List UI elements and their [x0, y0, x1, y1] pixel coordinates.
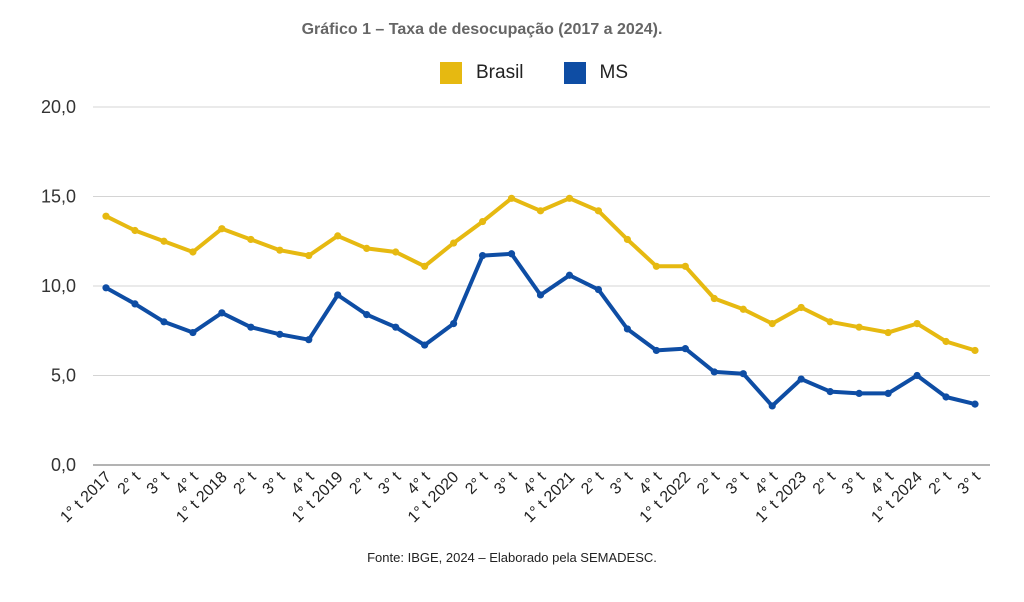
data-point-ms	[478, 251, 487, 260]
data-point-brasil	[855, 323, 863, 331]
data-point-brasil	[681, 262, 689, 270]
data-point-brasil	[565, 194, 574, 202]
x-tick-label: 3° t	[955, 468, 985, 498]
data-point-brasil	[507, 194, 516, 202]
data-point-ms	[276, 330, 284, 338]
data-point-brasil	[305, 251, 313, 260]
series-line-ms	[104, 251, 977, 408]
data-point-brasil	[363, 244, 371, 253]
data-point-ms	[623, 325, 632, 333]
x-tick-label: 3° t	[839, 468, 869, 498]
legend-swatch-ms	[563, 62, 586, 84]
data-point-ms	[305, 336, 313, 344]
data-point-ms	[681, 345, 689, 353]
x-tick-label: 2° t	[810, 468, 840, 498]
data-point-ms	[797, 375, 805, 383]
legend-item-brasil: Brasil	[440, 62, 524, 84]
data-point-ms	[160, 318, 168, 326]
data-point-brasil	[623, 235, 632, 244]
legend-item-ms: MS	[563, 62, 629, 84]
data-point-ms	[739, 370, 747, 378]
x-tick-label: 2° t	[926, 468, 956, 498]
data-point-ms	[652, 346, 660, 355]
source-note: Fonte: IBGE, 2024 – Elaborado pela SEMAD…	[367, 550, 657, 565]
data-point-brasil	[450, 239, 458, 247]
data-point-brasil	[739, 305, 747, 313]
data-point-brasil	[102, 212, 110, 220]
data-point-brasil	[276, 246, 284, 254]
data-point-brasil	[913, 319, 921, 328]
data-point-brasil	[652, 262, 660, 270]
data-point-ms	[971, 400, 979, 408]
data-point-ms	[421, 341, 429, 349]
data-point-brasil	[536, 207, 545, 215]
data-point-ms	[218, 309, 226, 317]
x-tick-label: 2° t	[462, 468, 492, 498]
x-tick-label: 3° t	[607, 468, 637, 498]
data-point-brasil	[884, 328, 892, 337]
data-point-brasil	[826, 318, 834, 326]
y-tick-label: 10,0	[41, 276, 76, 296]
data-point-ms	[131, 300, 139, 308]
y-tick-label: 15,0	[41, 187, 76, 207]
x-tick-label: 3° t	[260, 468, 290, 498]
data-point-brasil	[710, 294, 718, 303]
data-point-ms	[826, 388, 834, 396]
data-point-brasil	[942, 337, 950, 346]
x-tick-label: 2° t	[231, 468, 261, 498]
data-point-brasil	[421, 262, 429, 270]
data-point-brasil	[247, 235, 255, 244]
data-point-brasil	[797, 303, 805, 312]
data-point-ms	[942, 393, 950, 401]
data-point-ms	[363, 311, 371, 319]
data-point-brasil	[971, 346, 979, 355]
legend: Brasil MS	[440, 62, 668, 84]
y-tick-label: 5,0	[51, 366, 76, 386]
data-point-brasil	[189, 248, 197, 256]
x-tick-label: 3° t	[144, 468, 174, 498]
legend-label-ms: MS	[599, 62, 629, 83]
data-point-ms	[913, 371, 921, 380]
data-point-brasil	[594, 207, 603, 215]
data-point-brasil	[392, 248, 400, 256]
data-point-brasil	[160, 237, 168, 245]
data-point-ms	[189, 328, 197, 337]
data-point-ms	[855, 389, 863, 397]
data-point-ms	[884, 389, 892, 397]
data-point-brasil	[218, 225, 226, 233]
x-tick-label: 2° t	[578, 468, 608, 498]
data-point-ms	[450, 319, 458, 328]
x-tick-label: 2° t	[115, 468, 145, 498]
x-tick-label: 3° t	[375, 468, 405, 498]
x-tick-label: 3° t	[491, 468, 521, 498]
data-point-ms	[334, 291, 342, 299]
data-point-ms	[710, 368, 718, 376]
data-point-ms	[507, 250, 516, 258]
x-tick-label: 2° t	[346, 468, 376, 498]
y-tick-label: 0,0	[51, 455, 76, 475]
legend-swatch-brasil	[440, 62, 462, 84]
data-point-brasil	[768, 319, 776, 328]
data-point-brasil	[334, 232, 342, 240]
data-point-ms	[768, 402, 776, 410]
data-point-ms	[594, 285, 603, 294]
chart-title: Gráfico 1 – Taxa de desocupação (2017 a …	[301, 21, 663, 38]
data-point-ms	[102, 284, 110, 292]
data-point-brasil	[131, 226, 139, 235]
x-tick-label: 2° t	[694, 468, 724, 498]
y-tick-label: 20,0	[41, 97, 76, 117]
data-point-ms	[247, 323, 255, 331]
x-tick-label: 3° t	[723, 468, 753, 498]
data-point-ms	[565, 271, 574, 279]
data-point-brasil	[478, 217, 487, 226]
data-point-ms	[536, 291, 545, 299]
legend-label-brasil: Brasil	[476, 62, 524, 83]
series-line-brasil	[104, 196, 977, 353]
x-tick-label: 1° t 2017	[57, 469, 115, 527]
data-point-ms	[392, 323, 400, 331]
